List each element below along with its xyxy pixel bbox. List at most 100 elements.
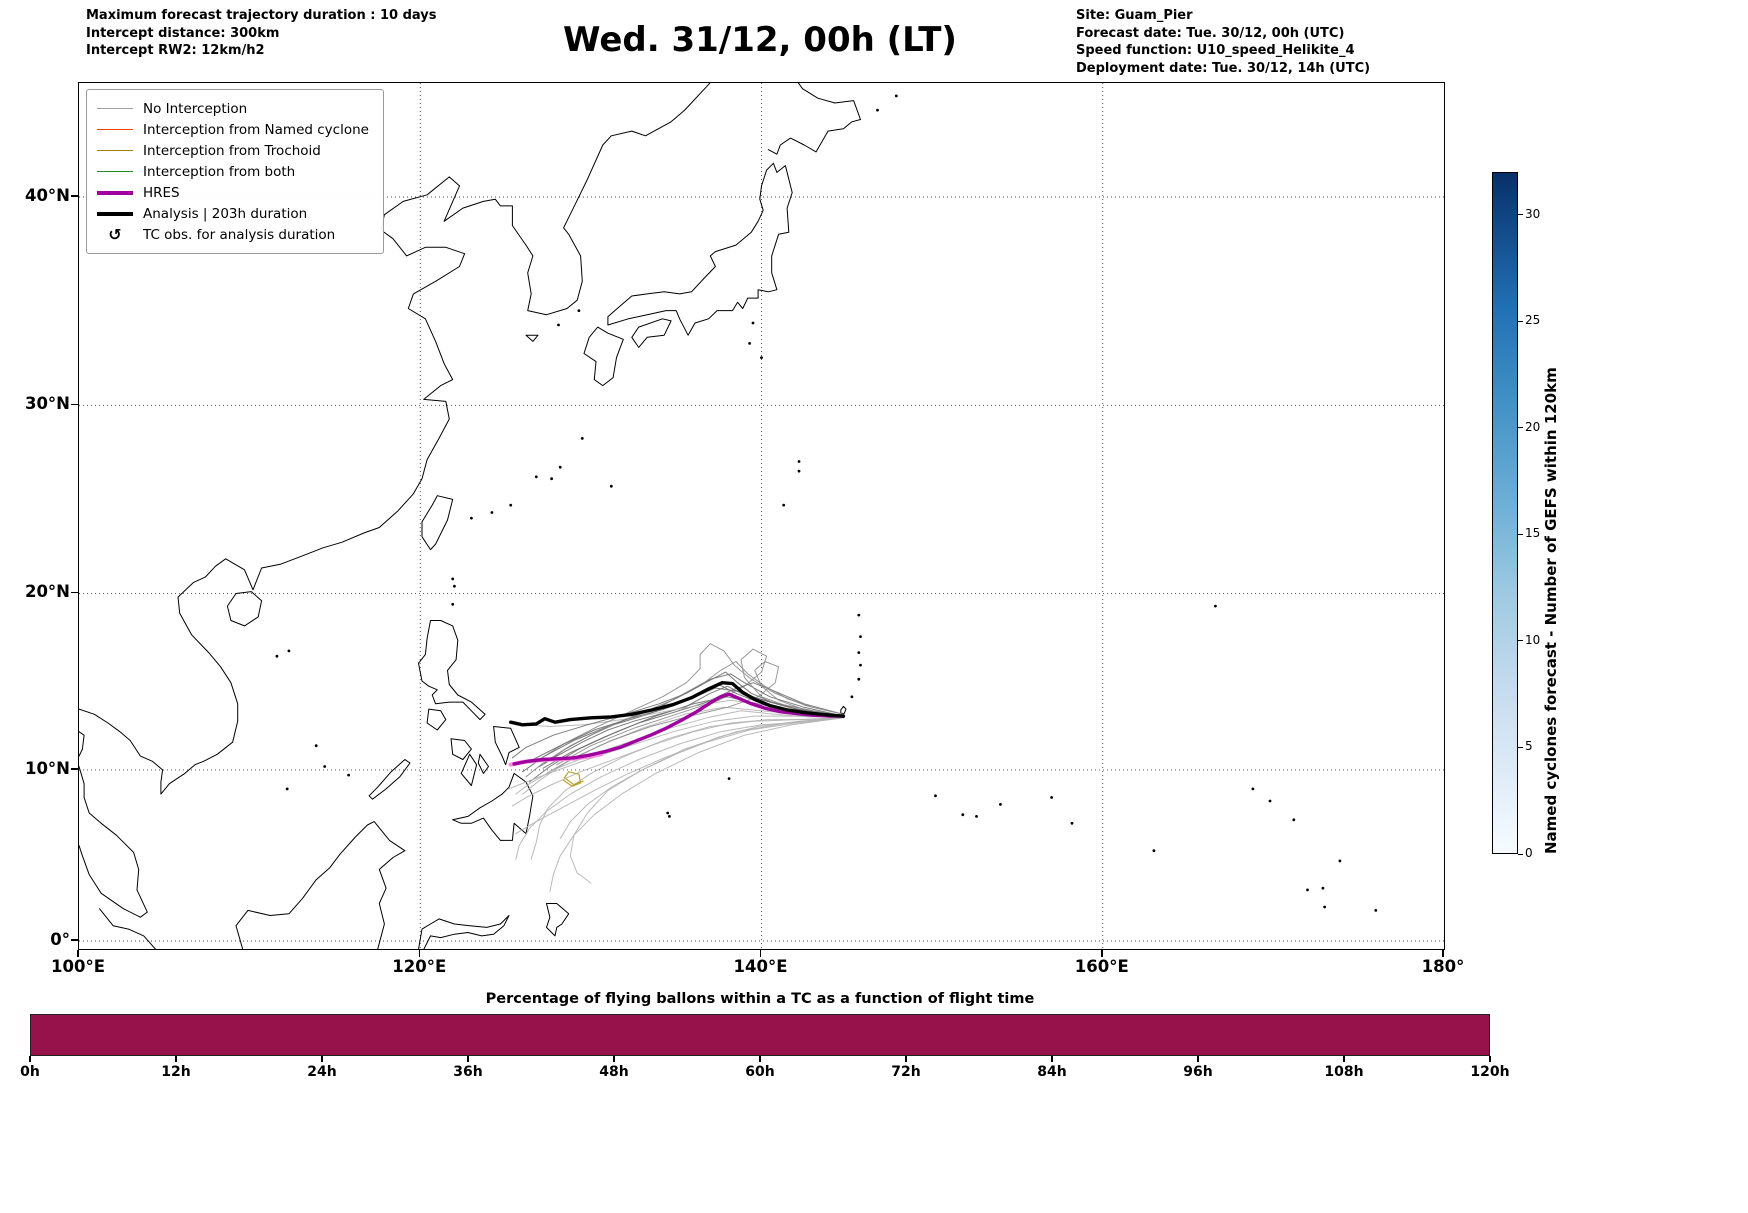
island-dot <box>275 654 279 658</box>
longitude-tick-label: 180° <box>1421 957 1465 976</box>
colorbar-tick-label: 5 <box>1525 739 1533 754</box>
longitude-tick-mark <box>1442 949 1444 957</box>
latitude-tick-mark <box>71 591 78 594</box>
island-dot <box>668 815 671 818</box>
coastline <box>418 915 510 949</box>
gefs-ensemble-track <box>559 717 844 840</box>
intercept-distance-text: Intercept distance: 300km <box>86 25 280 41</box>
tc-obs-symbol: ↺ <box>108 225 122 244</box>
island-dot <box>760 356 763 359</box>
gefs-ensemble-track <box>515 717 844 860</box>
latitude-tick-mark <box>71 195 78 197</box>
latitude-tick-label: 30°N <box>24 394 70 414</box>
legend-line-swatch <box>97 107 133 110</box>
coastline <box>426 708 447 731</box>
map-legend: No Interception Interception from Named c… <box>86 89 384 254</box>
trochoid-track <box>563 771 584 787</box>
legend-label: TC obs. for analysis duration <box>143 226 336 243</box>
bottom-chart-title: Percentage of flying ballons within a TC… <box>485 991 1035 1007</box>
legend-item: HRES <box>97 182 369 203</box>
gefs-ensemble-track <box>530 717 844 860</box>
flight-time-tick-mark <box>175 1056 177 1062</box>
flight-time-tick-label: 0h <box>20 1064 40 1080</box>
island-dot <box>558 465 562 469</box>
longitude-tick-label: 140°E <box>733 957 788 976</box>
coastline <box>607 162 793 336</box>
island-dot <box>850 695 854 699</box>
coastline <box>226 591 263 627</box>
island-dot <box>751 321 755 325</box>
flight-time-tick-label: 60h <box>745 1064 775 1080</box>
flight-time-tick-label: 48h <box>599 1064 629 1080</box>
island-dot <box>285 787 289 791</box>
flight-time-tick-label: 36h <box>453 1064 483 1080</box>
island-dot <box>782 503 786 507</box>
island-dot <box>287 649 291 653</box>
gefs-ensemble-track <box>511 671 844 759</box>
gefs-ensemble-track <box>535 643 844 762</box>
colorbar-tick-mark <box>1518 320 1523 322</box>
coastline <box>450 738 472 760</box>
legend-item: Analysis | 203h duration <box>97 203 369 224</box>
coastline <box>235 821 406 949</box>
latitude-tick-label: 0° <box>50 930 70 949</box>
colorbar-tick-mark <box>1518 533 1523 535</box>
flight-time-tick-label: 72h <box>891 1064 921 1080</box>
longitude-tick-label: 120°E <box>392 957 447 976</box>
legend-item: Interception from Named cyclone <box>97 119 369 140</box>
site-text: Site: Guam_Pier <box>1076 8 1193 23</box>
gefs-ensemble-track <box>556 648 844 766</box>
longitude-tick-mark <box>1101 949 1103 957</box>
island-dot <box>1374 909 1378 912</box>
longitude-tick-label: 160°E <box>1074 957 1129 976</box>
colorbar-tick-mark <box>1518 427 1523 429</box>
flight-time-tick-label: 120h <box>1470 1064 1510 1080</box>
island-dot <box>666 811 670 815</box>
coastline <box>477 753 489 774</box>
flight-time-tick-mark <box>467 1056 469 1062</box>
analysis-track <box>509 681 846 727</box>
island-dot <box>727 777 731 780</box>
gefs-ensemble-track <box>569 717 844 884</box>
coastline <box>418 620 486 721</box>
island-dot <box>451 577 455 581</box>
island-dot <box>1214 604 1217 608</box>
flight-time-tick-mark <box>759 1056 761 1062</box>
longitude-tick-mark <box>77 949 79 957</box>
colorbar-tick-mark <box>1518 746 1523 748</box>
latitude-tick-mark <box>71 403 78 406</box>
island-dot <box>859 635 862 638</box>
latitude-tick-label: 40°N <box>24 186 70 205</box>
flight-time-tick-label: 108h <box>1324 1064 1364 1080</box>
island-dot <box>557 323 560 327</box>
island-dot <box>534 475 538 479</box>
colorbar-label: Named cyclones forecast - Number of GEFS… <box>1542 367 1560 854</box>
island-dot <box>857 613 861 617</box>
island-dot <box>314 744 318 748</box>
island-dot <box>876 108 879 112</box>
forecast-params-block: Maximum forecast trajectory duration : 1… <box>86 7 437 60</box>
island-dot <box>961 813 965 817</box>
colorbar-tick-mark <box>1518 640 1523 642</box>
coastline <box>546 903 570 937</box>
island-dot <box>857 651 861 654</box>
flight-time-tick-mark <box>613 1056 615 1062</box>
coastline <box>79 766 148 918</box>
flight-time-tick-mark <box>321 1056 323 1062</box>
island-dot <box>797 460 801 463</box>
island-dot <box>999 803 1002 806</box>
island-dot <box>609 484 613 488</box>
latitude-tick-label: 20°N <box>24 582 70 602</box>
legend-line-swatch <box>97 170 133 173</box>
percentage-bar <box>30 1014 1490 1056</box>
flight-time-tick-label: 96h <box>1183 1064 1213 1080</box>
legend-item: No Interception <box>97 98 369 119</box>
gefs-ensemble-track <box>511 717 844 807</box>
coastline <box>79 731 85 757</box>
island-dot <box>347 773 350 777</box>
island-dot <box>894 94 898 98</box>
flight-time-tick-mark <box>905 1056 907 1062</box>
flight-time-tick-mark <box>1197 1056 1199 1062</box>
gefs-ensemble-track <box>515 717 844 835</box>
coastline <box>583 326 624 387</box>
